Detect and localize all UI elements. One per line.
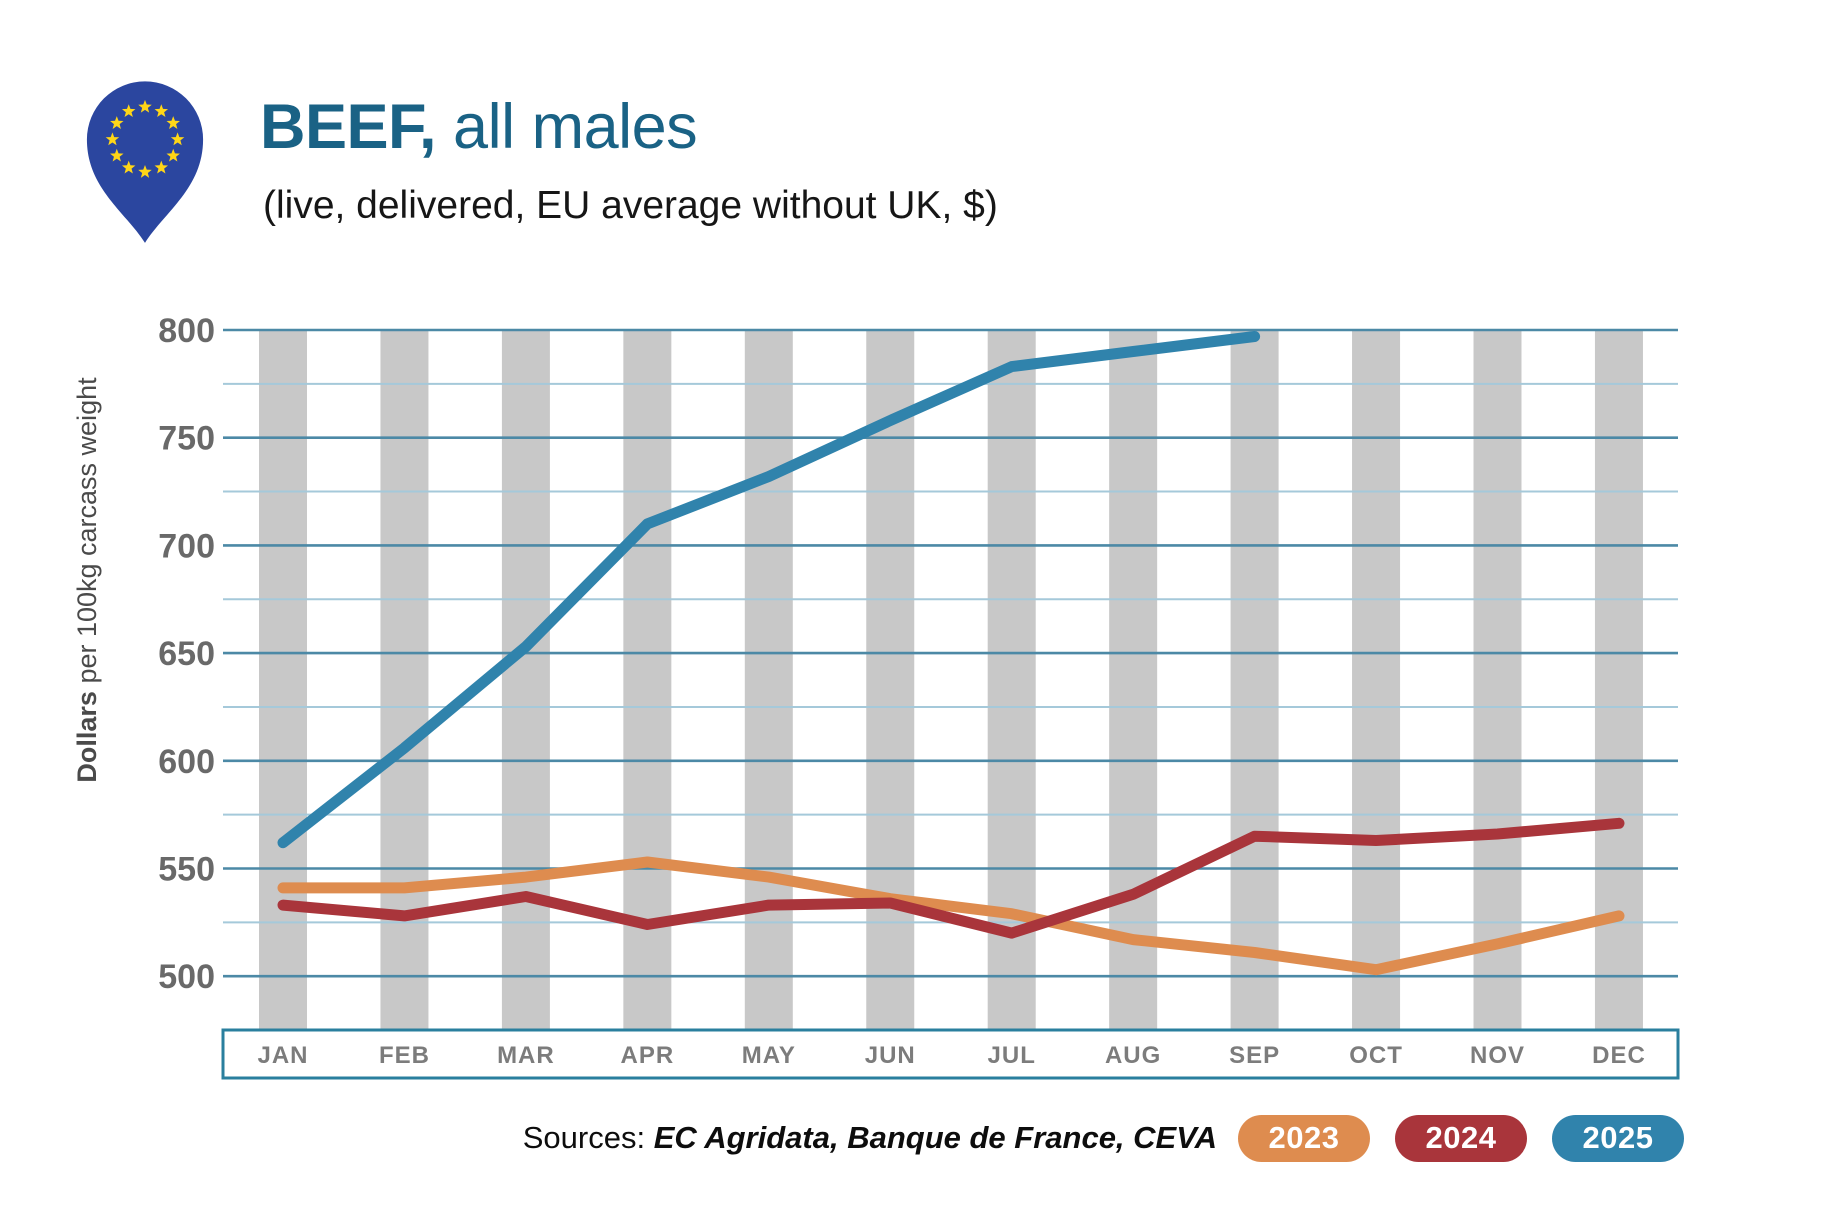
series-line-2025: [277, 331, 1261, 849]
month-label-JAN: JAN: [257, 1042, 308, 1069]
month-labels: JAN FEB MAR APR MAY JUN JUL AUG SEP OCT NOV DEC: [257, 1042, 1646, 1069]
month-label-NOV: NOV: [1470, 1042, 1525, 1069]
eu-star-icon: [121, 104, 136, 118]
gridlines: [223, 328, 1678, 978]
legend-pill-2024: 2024: [1395, 1114, 1527, 1162]
month-label-FEB: FEB: [379, 1042, 430, 1069]
month-label-MAR: MAR: [497, 1042, 555, 1069]
footer-legend-row: Sources: EC Agridata, Banque de France, …: [523, 1114, 1684, 1162]
month-label-AUG: AUG: [1105, 1042, 1161, 1069]
y-axis-tick-labels: 500 550 600 650 700 750 800: [158, 312, 215, 996]
month-label-JUL: JUL: [988, 1042, 1036, 1069]
page-subtitle: (live, delivered, EU average without UK,…: [263, 184, 998, 227]
column-band-FEB: [380, 330, 429, 1030]
y-tick-700: 700: [158, 527, 215, 565]
month-label-DEC: DEC: [1592, 1042, 1646, 1069]
eu-star-icon: [138, 165, 152, 178]
eu-star-icon: [110, 116, 124, 129]
column-band-SEP: [1230, 330, 1279, 1030]
eu-star-icon: [166, 116, 180, 129]
y-tick-500: 500: [158, 958, 215, 996]
y-tick-750: 750: [158, 420, 215, 458]
column-band-OCT: [1352, 330, 1401, 1030]
legend-pill-2023: 2023: [1238, 1114, 1370, 1162]
y-axis-title: Dollars per 100kg carcass weight: [72, 377, 102, 783]
y-tick-600: 600: [158, 743, 215, 781]
title-qualifier: all males: [436, 92, 698, 162]
eu-flag-pin-logo: [86, 81, 204, 243]
eu-star-icon: [170, 132, 185, 146]
sources-value: EC Agridata, Banque de France, CEVA: [653, 1120, 1217, 1155]
eu-star-icon: [110, 148, 124, 162]
sources-note: Sources: EC Agridata, Banque de France, …: [523, 1120, 1217, 1156]
series-line-2024: [277, 817, 1625, 939]
column-band-APR: [623, 330, 672, 1030]
month-label-MAY: MAY: [742, 1042, 796, 1069]
eu-star-icon: [121, 160, 136, 174]
legend-pill-2025: 2025: [1552, 1114, 1684, 1162]
series-line-2023: [277, 856, 1625, 976]
sources-label: Sources:: [522, 1120, 646, 1155]
column-band-AUG: [1109, 330, 1158, 1030]
y-tick-800: 800: [158, 312, 215, 350]
y-tick-550: 550: [158, 851, 215, 889]
month-label-SEP: SEP: [1229, 1042, 1280, 1069]
eu-star-icon: [154, 104, 169, 118]
eu-star-icon: [138, 99, 152, 113]
y-tick-650: 650: [158, 635, 215, 673]
eu-star-icon: [105, 132, 120, 146]
month-label-OCT: OCT: [1349, 1042, 1403, 1069]
column-band-MAY: [744, 330, 793, 1030]
month-label-APR: APR: [621, 1042, 675, 1069]
month-axis-box: [221, 1028, 1680, 1080]
column-band-MAR: [501, 330, 550, 1030]
eu-star-icon: [166, 148, 180, 162]
column-band-NOV: [1473, 330, 1522, 1030]
page-title: BEEF, all males: [260, 92, 698, 162]
eu-star-icon: [154, 160, 169, 174]
column-band-JUN: [866, 330, 915, 1030]
month-label-JUN: JUN: [865, 1042, 916, 1069]
title-commodity: BEEF,: [260, 92, 437, 162]
column-band-JAN: [259, 330, 307, 1030]
month-column-bands: [259, 330, 1643, 1030]
